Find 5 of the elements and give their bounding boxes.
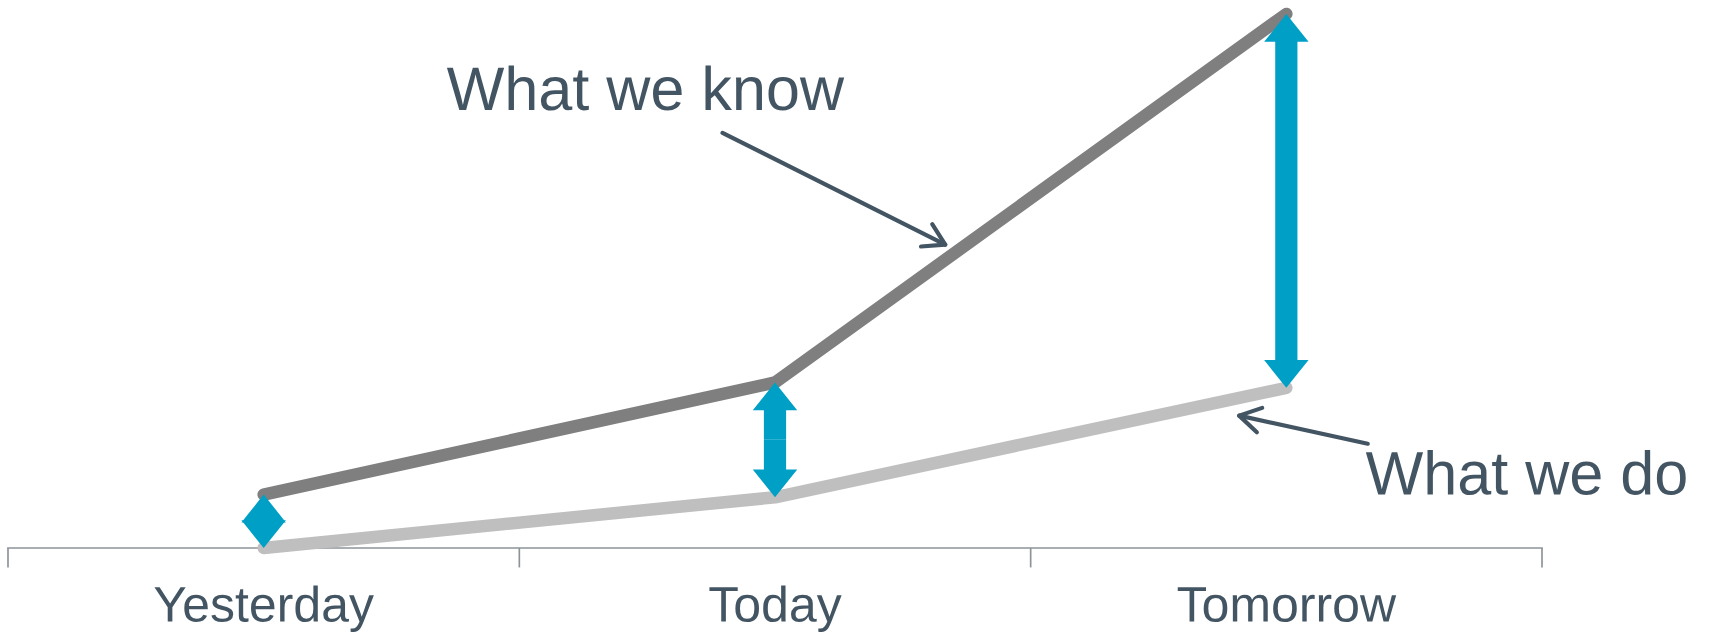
- x-tick-label: Yesterday: [154, 585, 374, 632]
- annotation: What we do: [1365, 450, 1686, 495]
- x-tick-label: Today: [709, 585, 842, 632]
- x-tick-label: Tomorrow: [1177, 587, 1397, 623]
- annotation: What we know: [446, 65, 845, 111]
